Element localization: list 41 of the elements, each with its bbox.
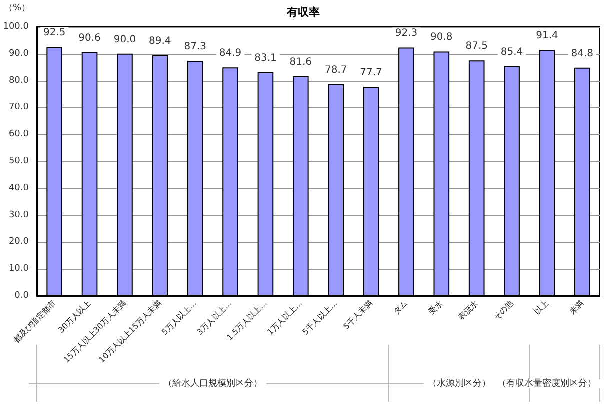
data-label: 85.4 (500, 46, 524, 58)
x-tick-label: 受水 (427, 298, 445, 316)
data-label: 90.8 (430, 32, 453, 44)
data-label: 91.4 (536, 30, 558, 42)
chart-title: 有収率 (286, 6, 320, 19)
y-tick-label: 50.0 (8, 156, 30, 166)
x-tick-label: 5千人以上… (301, 298, 340, 338)
y-tick-label: 60.0 (8, 130, 30, 140)
x-tick-label: 都及び指定都市 (12, 298, 58, 345)
data-label: 90.6 (78, 32, 101, 44)
x-tick-label: ダム (392, 298, 410, 316)
data-label: 77.7 (360, 67, 382, 78)
x-tick-label: その他 (492, 298, 516, 322)
y-tick-label: 90.0 (8, 48, 30, 59)
data-label: 83.1 (254, 52, 277, 64)
data-label: 84.9 (219, 48, 242, 60)
data-label: 84.8 (571, 48, 594, 60)
y-axis-title: （%） (4, 4, 31, 14)
y-tick-label: 0.0 (14, 291, 30, 301)
text: （給水人口規模別区分） (163, 378, 262, 389)
data-label: 92.3 (395, 28, 418, 40)
y-tick-label: 40.0 (8, 183, 30, 194)
data-label: 87.3 (184, 42, 206, 53)
data-label: 90.0 (114, 34, 136, 46)
y-tick-label: 70.0 (8, 102, 30, 113)
y-tick-label: 30.0 (8, 210, 30, 220)
text: （水源別区分） (428, 378, 491, 389)
y-tick-label: 100.0 (3, 22, 30, 32)
y-tick-label: 10.0 (8, 264, 30, 274)
x-tick-label: 未満 (568, 298, 586, 316)
data-label: 81.6 (290, 56, 312, 68)
data-label: 89.4 (149, 36, 172, 48)
data-label: 78.7 (324, 64, 348, 76)
data-label: 92.5 (43, 28, 66, 39)
text: （有収水量密度別区分） (498, 378, 596, 389)
data-label: 87.5 (466, 41, 488, 52)
x-tick-label: 表流水 (456, 298, 480, 322)
x-tick-label: 以上 (532, 298, 550, 316)
y-tick-label: 20.0 (8, 237, 30, 248)
x-tick-label: 5千人未満 (342, 298, 374, 332)
y-tick-label: 80.0 (8, 76, 30, 86)
